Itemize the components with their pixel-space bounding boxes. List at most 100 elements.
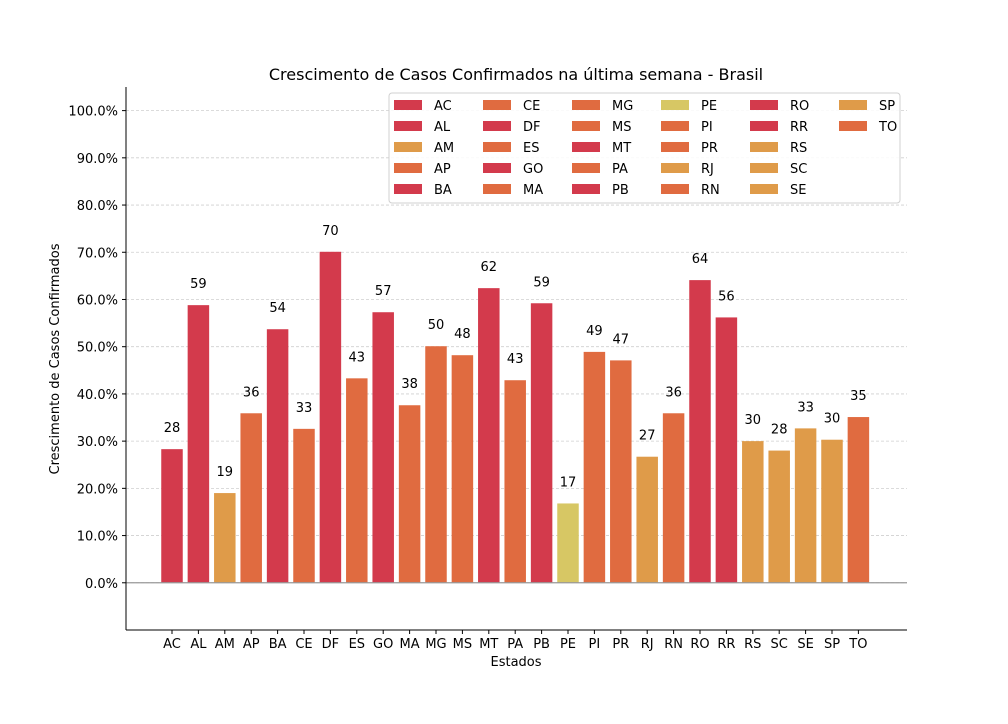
legend-label-sc: SC	[790, 162, 807, 177]
bar-rj	[636, 456, 658, 583]
legend-label-df: DF	[523, 120, 541, 135]
x-tick-label: MG	[425, 637, 446, 652]
x-tick-label: RJ	[641, 637, 654, 652]
bar-se	[794, 428, 817, 583]
y-tick-label: 40.0%	[77, 388, 118, 403]
bar-pi	[583, 351, 606, 583]
bar-ac	[161, 449, 183, 583]
bar-ro	[689, 280, 711, 583]
chart-title: Crescimento de Casos Confirmados na últi…	[269, 65, 763, 84]
x-tick-label: MA	[400, 637, 420, 652]
legend-swatch-df	[483, 121, 511, 131]
x-tick-label: ES	[349, 637, 365, 652]
legend-swatch-pi	[661, 121, 689, 131]
legend-label-pi: PI	[701, 120, 713, 135]
data-label-ac: 28	[164, 421, 181, 436]
x-tick-label: PE	[560, 637, 576, 652]
legend-label-rr: RR	[790, 120, 808, 135]
data-label-to: 35	[850, 389, 867, 404]
bar-ma	[398, 405, 421, 583]
legend-swatch-rr	[750, 121, 778, 131]
data-label-es: 43	[349, 350, 366, 365]
bar-rn	[662, 413, 685, 583]
legend-label-rn: RN	[701, 183, 720, 198]
x-tick-label: MS	[453, 637, 472, 652]
bar-ap	[240, 413, 262, 583]
data-label-ro: 64	[692, 252, 709, 267]
legend-swatch-ms	[572, 121, 600, 131]
bar-pa	[504, 380, 526, 583]
legend-swatch-ce	[483, 100, 511, 110]
legend-swatch-rj	[661, 163, 689, 173]
bar-sc	[768, 450, 790, 583]
legend-label-rs: RS	[790, 141, 807, 156]
legend-label-mg: MG	[612, 99, 633, 114]
x-tick-label: CE	[295, 637, 312, 652]
data-label-rj: 27	[639, 429, 656, 444]
x-axis-label: Estados	[490, 655, 541, 670]
data-label-rs: 30	[745, 413, 762, 428]
legend-swatch-go	[483, 163, 511, 173]
bar-es	[346, 378, 368, 583]
x-tick-label: AM	[215, 637, 235, 652]
legend-label-pr: PR	[701, 141, 718, 156]
x-tick-label: PR	[612, 637, 629, 652]
x-tick-label: RN	[664, 637, 683, 652]
bar-rr	[715, 317, 738, 583]
legend-label-ce: CE	[523, 99, 540, 114]
bar-al	[187, 305, 210, 583]
legend-swatch-ro	[750, 100, 778, 110]
x-tick-label: TO	[848, 637, 867, 652]
x-tick-label: PA	[507, 637, 523, 652]
y-axis-label: Crescimento de Casos Confirmados	[48, 243, 63, 474]
bar-am	[214, 493, 236, 583]
legend-label-am: AM	[434, 141, 454, 156]
legend-label-mt: MT	[612, 141, 631, 156]
y-tick-label: 50.0%	[77, 341, 118, 356]
y-tick-label: 10.0%	[77, 530, 118, 545]
y-tick-label: 30.0%	[77, 435, 118, 450]
data-label-go: 57	[375, 284, 392, 299]
data-label-pi: 49	[586, 324, 603, 339]
x-tick-label: SP	[824, 637, 840, 652]
legend-swatch-se	[750, 184, 778, 194]
data-label-mg: 50	[428, 318, 445, 333]
data-label-sp: 30	[824, 412, 841, 427]
y-tick-label: 90.0%	[77, 152, 118, 167]
legend-swatch-ac	[394, 100, 422, 110]
x-tick-label: PI	[589, 637, 601, 652]
y-tick-label: 70.0%	[77, 246, 118, 261]
legend-label-ap: AP	[434, 162, 451, 177]
legend-label-go: GO	[523, 162, 543, 177]
x-tick-label: AL	[190, 637, 207, 652]
x-tick-label: AC	[163, 637, 181, 652]
x-tick-label: BA	[269, 637, 287, 652]
legend-swatch-sc	[750, 163, 778, 173]
data-label-rr: 56	[718, 289, 735, 304]
x-tick-label: RO	[690, 637, 709, 652]
legend-label-pb: PB	[612, 183, 629, 198]
x-tick-label: DF	[322, 637, 340, 652]
legend-label-ma: MA	[523, 183, 543, 198]
data-label-rn: 36	[665, 385, 682, 400]
data-labels: 28 59 19 36 54 33 70 43 57 38 50 48 62 43 59 17 49 47 27 36…	[164, 224, 867, 491]
data-label-ce: 33	[296, 401, 313, 416]
data-label-ma: 38	[401, 377, 418, 392]
legend-swatch-pe	[661, 100, 689, 110]
bar-pr	[610, 360, 632, 583]
x-tick-label: MT	[479, 637, 498, 652]
bar-go	[372, 312, 394, 583]
legend-swatch-ba	[394, 184, 422, 194]
y-tick-label: 20.0%	[77, 482, 118, 497]
legend-swatch-ap	[394, 163, 422, 173]
bar-ba	[266, 329, 289, 583]
legend-label-sp: SP	[879, 99, 895, 114]
legend-swatch-rs	[750, 142, 778, 152]
legend-label-al: AL	[434, 120, 451, 135]
legend-swatch-am	[394, 142, 422, 152]
legend-swatch-rn	[661, 184, 689, 194]
y-tick-label: 60.0%	[77, 293, 118, 308]
data-label-ms: 48	[454, 327, 471, 342]
bar-pb	[530, 303, 553, 583]
legend-label-pa: PA	[612, 162, 628, 177]
